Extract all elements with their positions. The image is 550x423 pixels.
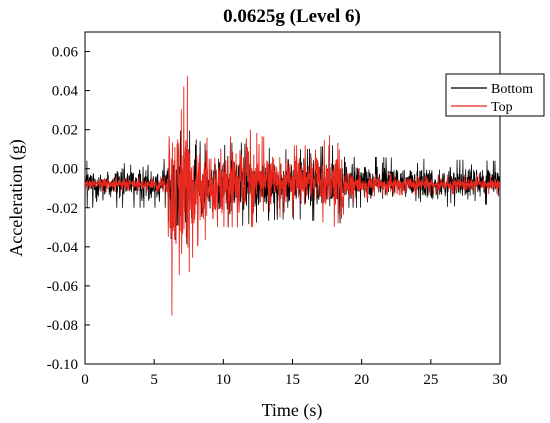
series-layer xyxy=(85,76,500,316)
x-tick-label: 5 xyxy=(150,372,158,388)
y-tick-label: 0.06 xyxy=(52,45,79,61)
legend-label-top: Top xyxy=(491,100,513,115)
y-tick-label: -0.10 xyxy=(47,357,78,373)
x-tick-label: 10 xyxy=(216,372,231,388)
chart-title: 0.0625g (Level 6) xyxy=(223,6,361,27)
y-tick-label: -0.08 xyxy=(47,318,78,334)
series-line-top xyxy=(85,76,500,316)
y-tick-label: 0.04 xyxy=(52,84,79,100)
y-axis-label: Acceleration (g) xyxy=(6,139,27,256)
legend-box xyxy=(445,73,545,117)
y-tick-label: -0.02 xyxy=(47,201,78,217)
y-tick-label: -0.06 xyxy=(47,279,79,295)
legend-label-bottom: Bottom xyxy=(491,82,533,97)
x-tick-label: 20 xyxy=(354,372,369,388)
x-tick-label: 15 xyxy=(285,372,300,388)
y-tick-label: -0.04 xyxy=(47,240,79,256)
x-tick-label: 30 xyxy=(493,372,508,388)
legend: Bottom Top xyxy=(445,73,545,117)
y-tick-label: 0.02 xyxy=(52,123,78,139)
x-tick-label: 25 xyxy=(423,372,438,388)
y-tick-label: 0.00 xyxy=(52,162,78,178)
x-tick-label: 0 xyxy=(81,372,89,388)
x-axis-label: Time (s) xyxy=(262,400,323,421)
ticks-layer: 0 5 10 15 20 25 30 -0.10 -0.08 -0.06 -0.04 -0.02 0.0… xyxy=(47,45,508,388)
